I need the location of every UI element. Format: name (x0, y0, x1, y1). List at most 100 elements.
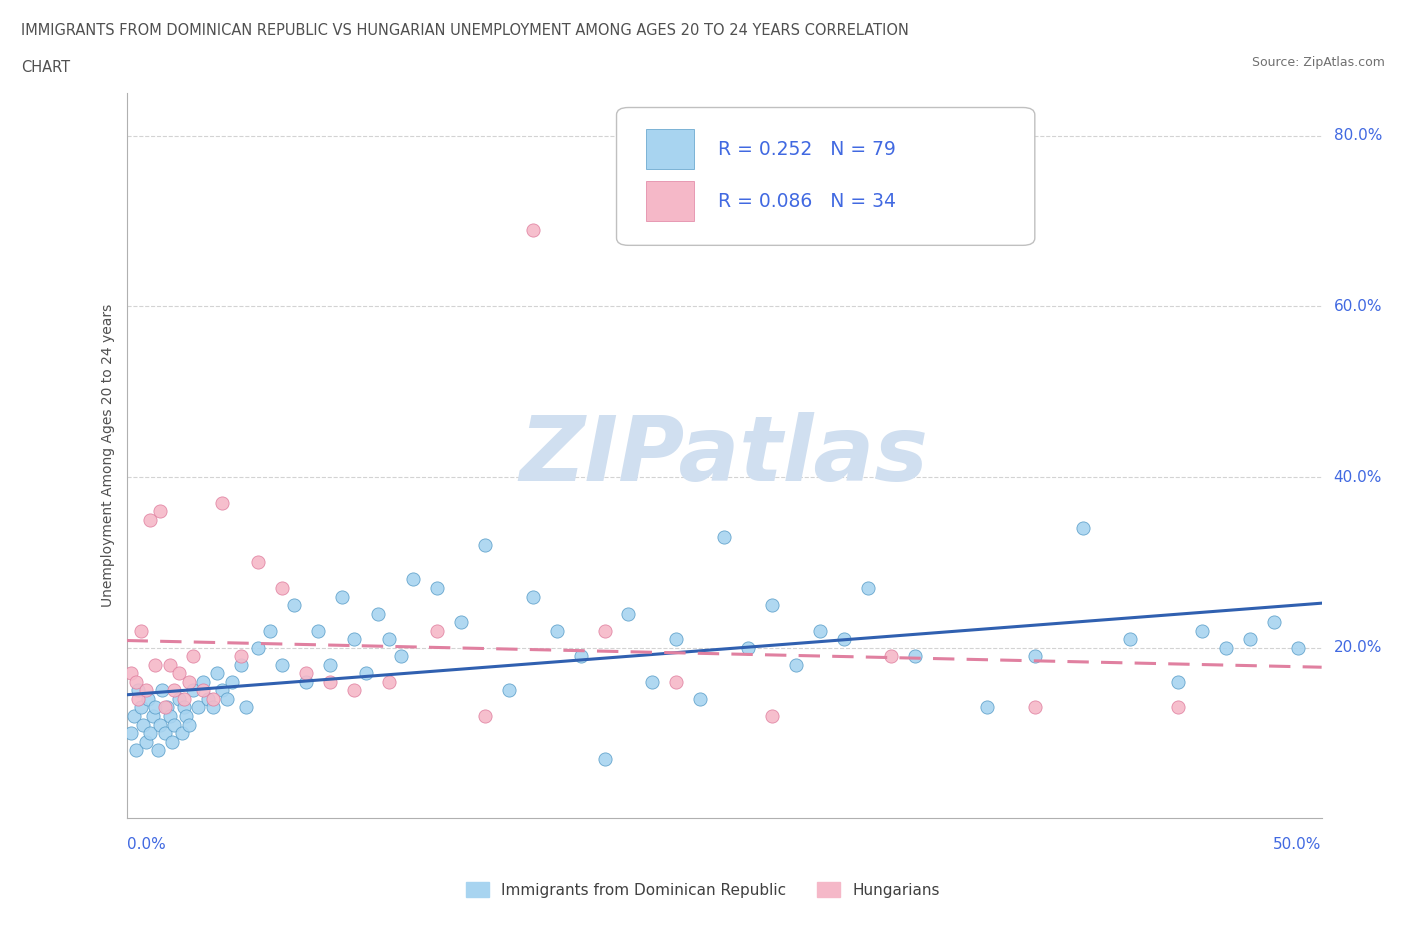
Point (120, 666, 142, 681)
Y-axis label: Unemployment Among Ages 20 to 24 years: Unemployment Among Ages 20 to 24 years (101, 304, 115, 607)
Point (160, 734, 183, 749)
Point (1167, 674, 1189, 689)
Point (132, 717, 155, 732)
Point (270, 658, 294, 672)
Legend: Immigrants from Dominican Republic, Hungarians: Immigrants from Dominican Republic, Hung… (460, 875, 946, 904)
Point (294, 674, 316, 689)
Text: 20.0%: 20.0% (1333, 640, 1382, 656)
Point (142, 709, 165, 724)
Point (191, 683, 214, 698)
Point (1215, 640, 1237, 655)
Point (1071, 521, 1094, 536)
Point (231, 658, 253, 672)
Point (163, 717, 186, 732)
Point (159, 658, 181, 672)
Point (1191, 623, 1213, 638)
Point (259, 623, 281, 638)
Point (330, 589, 353, 604)
Point (569, 649, 592, 664)
Bar (647, 181, 695, 221)
Point (737, 640, 759, 655)
Point (426, 580, 449, 595)
Point (139, 725, 162, 740)
Point (149, 504, 172, 519)
Point (122, 709, 145, 724)
Point (235, 700, 257, 715)
Point (177, 674, 200, 689)
Bar (647, 129, 695, 169)
Point (1119, 631, 1142, 646)
Point (143, 658, 166, 672)
Point (474, 709, 496, 724)
Point (153, 700, 176, 715)
Text: 60.0%: 60.0% (1333, 299, 1382, 313)
Point (183, 683, 205, 698)
Point (808, 623, 831, 638)
Point (173, 692, 195, 707)
Point (904, 649, 927, 664)
Point (522, 222, 544, 237)
Point (215, 692, 238, 707)
Point (498, 683, 520, 698)
Text: 40.0%: 40.0% (1333, 470, 1382, 485)
Point (378, 631, 401, 646)
Text: 0.0%: 0.0% (127, 837, 166, 852)
Point (641, 674, 664, 689)
Text: R = 0.086   N = 34: R = 0.086 N = 34 (718, 193, 896, 211)
Point (143, 700, 166, 715)
Point (177, 717, 200, 732)
Point (1024, 649, 1046, 664)
Point (167, 666, 190, 681)
Point (378, 674, 401, 689)
Point (343, 683, 366, 698)
Point (207, 666, 229, 681)
Point (1024, 700, 1046, 715)
Point (761, 598, 783, 613)
Point (343, 631, 366, 646)
Point (231, 649, 253, 664)
Point (201, 700, 224, 715)
Point (156, 700, 179, 715)
Point (139, 512, 162, 527)
Text: IMMIGRANTS FROM DOMINICAN REPUBLIC VS HUNGARIAN UNEMPLOYMENT AMONG AGES 20 TO 24: IMMIGRANTS FROM DOMINICAN REPUBLIC VS HU… (21, 23, 908, 38)
Point (283, 598, 305, 613)
Point (247, 555, 270, 570)
Point (120, 725, 142, 740)
Point (125, 743, 148, 758)
Point (665, 631, 688, 646)
Point (318, 658, 342, 672)
Point (170, 725, 193, 740)
Point (187, 700, 209, 715)
Point (163, 683, 186, 698)
Point (149, 717, 172, 732)
Point (174, 709, 197, 724)
Point (307, 623, 329, 638)
Point (880, 649, 903, 664)
Point (247, 640, 270, 655)
Point (270, 580, 294, 595)
Point (135, 683, 157, 698)
Point (1167, 700, 1189, 715)
Point (593, 751, 616, 766)
Point (689, 692, 711, 707)
Point (211, 495, 233, 510)
Point (173, 700, 195, 715)
Point (976, 700, 998, 715)
Point (546, 623, 568, 638)
Point (1286, 640, 1309, 655)
Text: CHART: CHART (21, 60, 70, 75)
Point (135, 734, 157, 749)
Point (785, 658, 807, 672)
Text: 50.0%: 50.0% (1274, 837, 1322, 852)
Point (1263, 615, 1285, 630)
Point (183, 649, 205, 664)
Text: R = 0.252   N = 79: R = 0.252 N = 79 (718, 140, 896, 159)
Point (153, 725, 176, 740)
Point (221, 674, 243, 689)
Point (713, 529, 735, 544)
Point (201, 692, 224, 707)
Point (197, 692, 219, 707)
Point (127, 683, 149, 698)
Point (474, 538, 496, 552)
Point (211, 683, 233, 698)
